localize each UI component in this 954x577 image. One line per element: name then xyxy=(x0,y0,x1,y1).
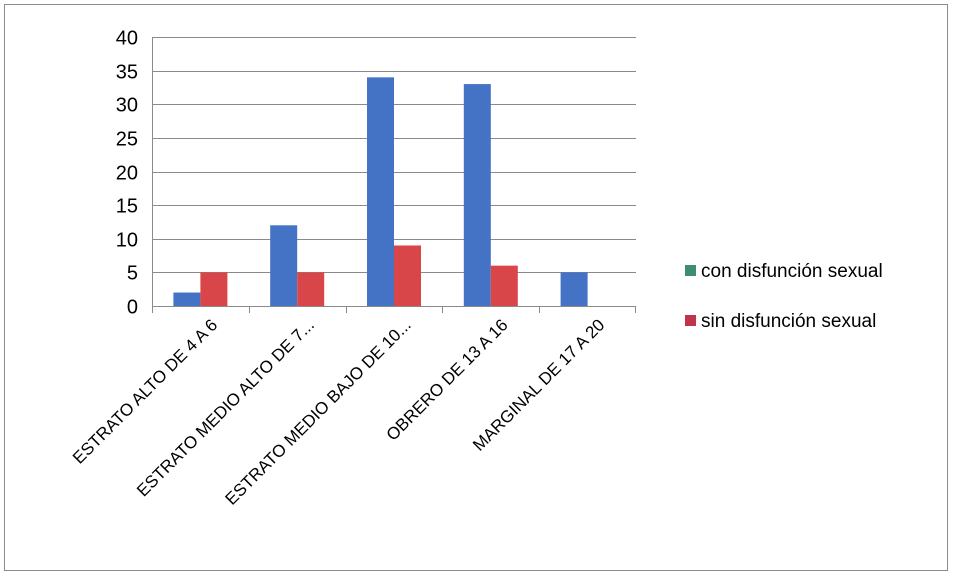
legend-swatch xyxy=(685,315,696,326)
bar-con-disfuncion xyxy=(367,77,394,306)
y-tick-label: 25 xyxy=(116,129,138,151)
bar-con-disfuncion xyxy=(270,225,298,306)
bar-con-disfuncion xyxy=(463,84,491,306)
y-tick-label: 10 xyxy=(116,230,138,252)
bar-con-disfuncion xyxy=(560,272,588,306)
y-tick-label: 40 xyxy=(116,28,138,50)
bar-sin-disfuncion xyxy=(200,272,228,306)
legend-label: sin disfunción sexual xyxy=(701,311,876,332)
y-tick-label: 20 xyxy=(116,163,138,185)
bar-con-disfuncion xyxy=(173,292,201,306)
legend-swatch xyxy=(685,265,696,276)
y-tick-label: 15 xyxy=(116,196,138,218)
legend-label: con disfunción sexual xyxy=(701,261,883,282)
y-tick-label: 0 xyxy=(127,297,138,319)
x-category-label: ESTRATO MEDIO BAJO DE 10... xyxy=(221,315,414,508)
bar-sin-disfuncion xyxy=(297,272,325,306)
y-tick-label: 30 xyxy=(116,95,138,117)
y-tick-label: 35 xyxy=(116,62,138,84)
bar-sin-disfuncion xyxy=(394,245,421,306)
y-tick-label: 5 xyxy=(127,263,138,285)
bar-sin-disfuncion xyxy=(490,265,518,306)
x-category-label: ESTRATO MEDIO ALTO DE 7... xyxy=(133,315,318,500)
